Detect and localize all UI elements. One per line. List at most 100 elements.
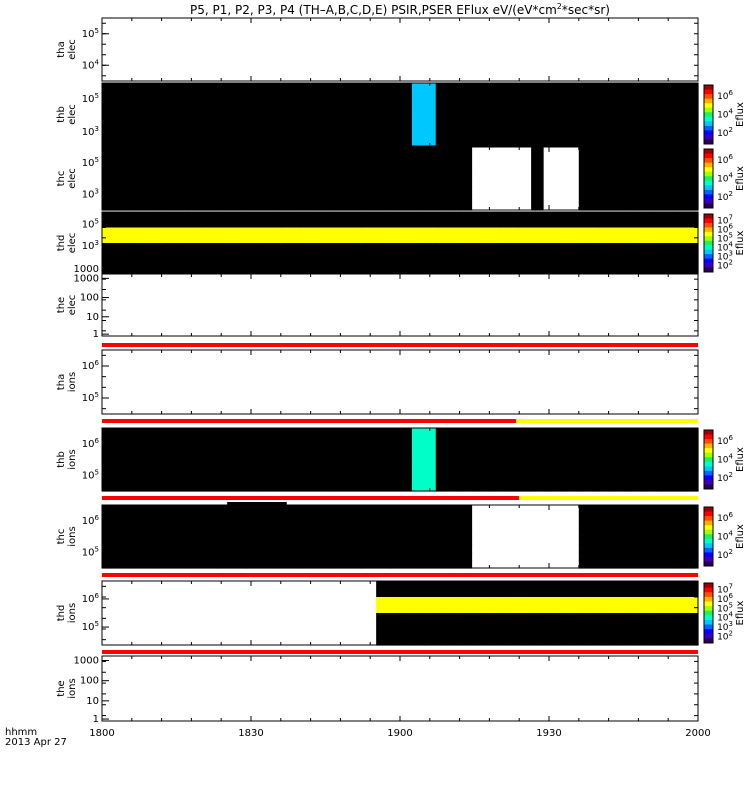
- spectrogram-cell: [641, 505, 645, 514]
- spectrogram-cell: [650, 428, 657, 437]
- spectrogram-cell: [102, 122, 129, 131]
- spectrogram-cell: [587, 483, 594, 492]
- spectrogram-cell: [619, 122, 626, 131]
- spectrogram-cell: [446, 138, 453, 147]
- spectrogram-cell: [596, 170, 601, 180]
- spectrogram-cell: [524, 483, 531, 492]
- spectrogram-cell: [623, 147, 628, 156]
- spectrogram-cell: [620, 202, 625, 211]
- spectrogram-cell: [689, 536, 693, 545]
- spectrogram-cell: [539, 235, 560, 244]
- spectrogram-cell: [477, 428, 484, 437]
- spectrogram-cell: [638, 170, 642, 180]
- spectrogram-cell: [519, 428, 526, 437]
- spectrogram-cell: [456, 621, 474, 630]
- colorbar-segment: [704, 520, 713, 526]
- spectrogram-cell: [205, 83, 232, 92]
- spectrogram-cell: [632, 170, 637, 180]
- spectrogram-cell: [535, 162, 540, 172]
- spectrogram-cell: [605, 544, 610, 553]
- spectrogram-cell: [320, 258, 341, 267]
- spectrogram-cell: [545, 467, 552, 476]
- spectrogram-cell: [332, 170, 362, 180]
- spectrogram-cell: [456, 459, 463, 468]
- spectrogram-cell: [537, 581, 554, 590]
- spectrogram-cell: [677, 98, 683, 108]
- spectrogram-cell: [503, 483, 510, 492]
- spectrogram-cell: [440, 621, 458, 630]
- panel-ylabel-line1: thd: [56, 235, 67, 252]
- spectrogram-cell: [682, 83, 689, 92]
- spectrogram-cell: [482, 459, 489, 468]
- spectrogram-cell: [456, 629, 474, 638]
- spectrogram-cell: [593, 467, 599, 476]
- spectrogram-cell: [524, 130, 531, 139]
- spectrogram-cell: [472, 597, 490, 606]
- spectrogram-cell: [677, 194, 681, 203]
- spectrogram-cell: [596, 178, 601, 187]
- spectrogram-cell: [537, 629, 554, 638]
- spectrogram-cell: [674, 147, 678, 156]
- spectrogram-cell: [556, 83, 563, 92]
- spectrogram-cell: [689, 528, 693, 538]
- spectrogram-cell: [551, 451, 557, 461]
- spectrogram-cell: [649, 629, 667, 638]
- spectrogram-cell: [585, 581, 603, 590]
- spectrogram-cell: [629, 98, 636, 108]
- spectrogram-cell: [545, 435, 552, 445]
- spectrogram-cell: [472, 90, 479, 100]
- spectrogram-cell: [472, 589, 490, 598]
- spectrogram-cell: [656, 154, 660, 164]
- spectrogram-cell: [360, 243, 381, 252]
- spectrogram-cell: [360, 130, 387, 139]
- spectrogram-cell: [467, 467, 474, 476]
- spectrogram-cell: [633, 629, 651, 638]
- spectrogram-cell: [102, 443, 129, 453]
- spectrogram-cell: [423, 83, 437, 92]
- spectrogram-cell: [447, 552, 455, 561]
- spectrogram-cell: [561, 435, 568, 445]
- spectrogram-cell: [608, 170, 613, 180]
- spectrogram-cell: [477, 106, 484, 116]
- spectrogram-cell: [441, 138, 447, 147]
- spectrogram-cell: [539, 227, 560, 236]
- spectrogram-cell: [647, 147, 651, 156]
- spectrogram-cell: [659, 194, 663, 203]
- spectrogram-cell: [680, 528, 684, 538]
- spectrogram-cell: [308, 114, 336, 123]
- spectrogram-cell: [540, 428, 547, 437]
- spectrogram-cell: [509, 130, 516, 139]
- spectrogram-cell: [617, 544, 622, 553]
- spectrogram-cell: [519, 451, 526, 461]
- spectrogram-cell: [411, 459, 425, 468]
- spectrogram-cell: [558, 235, 580, 244]
- spectrogram-cell: [661, 435, 668, 445]
- spectrogram-cell: [556, 443, 563, 453]
- spectrogram-cell: [561, 138, 568, 147]
- spectrogram-cell: [556, 483, 563, 492]
- colorbar-segment: [704, 434, 713, 440]
- colorbar-tick-label-exp: 7: [729, 583, 733, 591]
- spectrogram-cell: [695, 560, 699, 569]
- spectrogram-cell: [677, 186, 681, 195]
- spectrogram-cell: [650, 138, 657, 147]
- spectrogram-cell: [668, 520, 672, 530]
- spectrogram-cell: [530, 122, 537, 131]
- spectrogram-cell: [584, 147, 589, 156]
- flag-bar-segment: [516, 419, 698, 423]
- colorbar-label: Eflux: [735, 102, 746, 127]
- spectrogram-cell: [605, 147, 610, 156]
- spectrogram-cell: [572, 98, 578, 108]
- spectrogram-cell: [102, 459, 129, 468]
- spectrogram-cell: [446, 122, 453, 131]
- spectrogram-cell: [153, 138, 181, 147]
- spectrogram-cell: [451, 114, 458, 123]
- panel-ylabel-line1: tha: [56, 374, 67, 390]
- spectrogram-cell: [644, 536, 648, 545]
- colorbar-tick-label: 102: [717, 126, 733, 139]
- spectrogram-cell: [440, 629, 458, 638]
- spectrogram-cell: [221, 266, 242, 275]
- spectrogram-cell: [386, 122, 413, 131]
- spectrogram-cell: [590, 162, 595, 172]
